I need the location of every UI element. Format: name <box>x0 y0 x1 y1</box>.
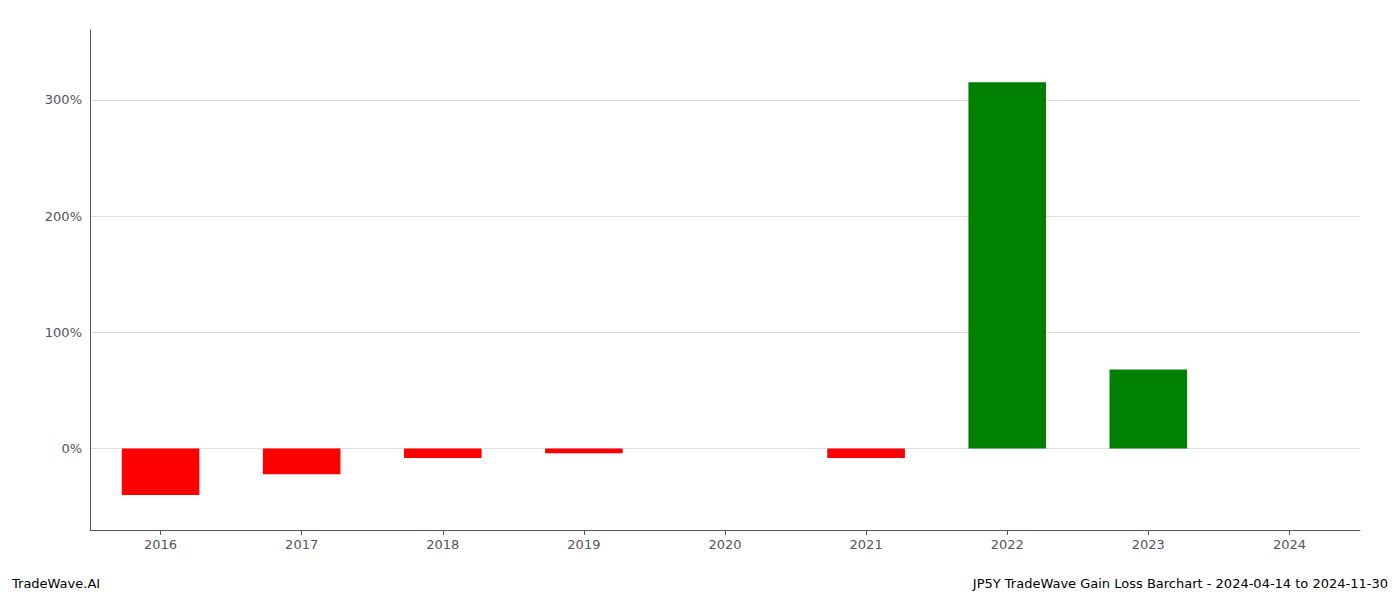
svg-text:2020: 2020 <box>708 537 741 552</box>
svg-text:2022: 2022 <box>991 537 1024 552</box>
svg-text:2021: 2021 <box>850 537 883 552</box>
svg-text:2019: 2019 <box>567 537 600 552</box>
svg-text:100%: 100% <box>45 325 82 340</box>
svg-text:2023: 2023 <box>1132 537 1165 552</box>
svg-text:2018: 2018 <box>426 537 459 552</box>
svg-text:2024: 2024 <box>1273 537 1306 552</box>
svg-text:0%: 0% <box>61 441 82 456</box>
svg-text:200%: 200% <box>45 209 82 224</box>
svg-text:2017: 2017 <box>285 537 318 552</box>
svg-text:300%: 300% <box>45 92 82 107</box>
svg-text:JP5Y TradeWave Gain Loss Barch: JP5Y TradeWave Gain Loss Barchart - 2024… <box>972 576 1388 591</box>
svg-text:2016: 2016 <box>144 537 177 552</box>
svg-text:TradeWave.AI: TradeWave.AI <box>11 576 100 591</box>
